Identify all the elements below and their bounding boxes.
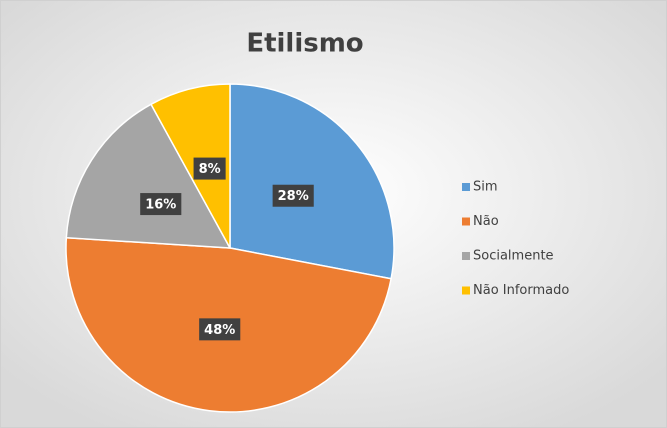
data-label-text: 48% — [204, 323, 235, 338]
data-label-box — [140, 193, 182, 216]
data-label-text: 16% — [145, 198, 176, 213]
legend-swatch — [462, 286, 470, 295]
data-label-text: 8% — [199, 162, 221, 177]
data-label-box — [272, 184, 314, 207]
data-label-box — [193, 157, 226, 180]
legend-label: Não Informado — [473, 283, 569, 298]
legend-label: Socialmente — [473, 249, 554, 264]
data-label-box — [199, 318, 241, 341]
legend-swatch — [462, 217, 470, 226]
legend-swatch — [462, 183, 470, 191]
pie-slice — [229, 83, 395, 280]
pie-slice — [65, 103, 232, 249]
legend-label: Não — [473, 214, 499, 229]
data-label: 16% — [140, 193, 182, 216]
chart-title: Etilismo — [246, 29, 363, 59]
data-label: 8% — [193, 157, 226, 180]
data-label: 28% — [272, 184, 314, 207]
data-label-text: 28% — [278, 189, 309, 204]
legend-swatch — [462, 252, 470, 260]
pie-slice — [149, 83, 231, 249]
data-label: 48% — [199, 318, 241, 341]
legend-label: Sim — [473, 180, 498, 195]
